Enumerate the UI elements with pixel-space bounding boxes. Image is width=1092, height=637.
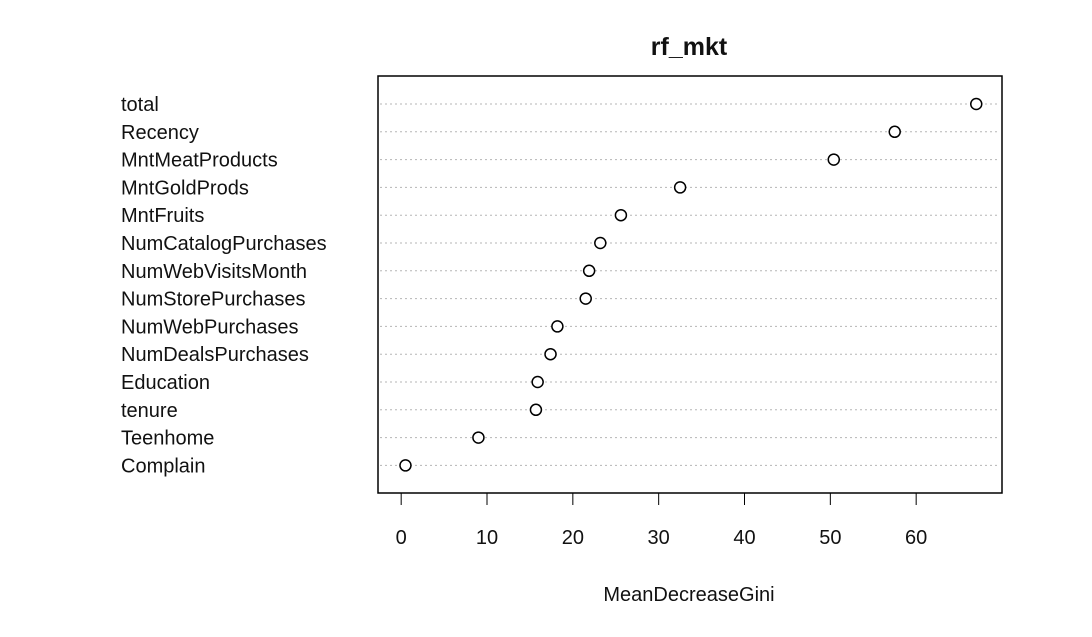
category-label-teenhome: Teenhome [121, 428, 214, 450]
point-recency [888, 125, 901, 139]
point-num-catalog-purchases [594, 236, 607, 250]
point-complain [399, 459, 412, 472]
category-label-education: Education [121, 372, 210, 394]
category-label-complain: Complain [121, 455, 205, 477]
category-labels: total Recency MntMeatProducts MntGoldProds M… [121, 94, 327, 477]
point-total [970, 97, 983, 111]
category-label-mnt-meat-products: MntMeatProducts [121, 150, 278, 172]
point-num-deals-purchases [544, 347, 557, 361]
gridlines [380, 103, 1000, 466]
point-mnt-meat-products [827, 153, 841, 166]
x-tick-label-30: 30 [648, 527, 670, 549]
category-label-num-web-visits-month: NumWebVisitsMonth [121, 261, 307, 283]
x-tick-label-50: 50 [819, 527, 841, 549]
point-num-web-visits-month [582, 264, 596, 278]
point-teenhome [472, 431, 485, 444]
category-label-total: total [121, 94, 159, 116]
x-tick-label-40: 40 [733, 527, 755, 549]
x-tick-label-20: 20 [562, 527, 584, 549]
point-num-store-purchases [579, 292, 592, 305]
x-axis: 0 10 20 30 40 50 60 [396, 492, 927, 549]
x-tick-label-0: 0 [396, 527, 407, 549]
point-education [531, 375, 544, 389]
point-mnt-gold-prods [673, 181, 687, 194]
category-label-mnt-fruits: MntFruits [121, 205, 204, 227]
category-label-mnt-gold-prods: MntGoldProds [121, 177, 249, 199]
plot-frame [377, 75, 1003, 494]
category-label-tenure: tenure [121, 400, 178, 422]
point-mnt-fruits [614, 208, 628, 222]
x-tick-label-60: 60 [905, 527, 927, 549]
point-tenure [529, 403, 543, 417]
x-tick-label-10: 10 [476, 527, 498, 549]
category-label-num-catalog-purchases: NumCatalogPurchases [121, 233, 327, 255]
x-axis-label: MeanDecreaseGini [603, 584, 774, 606]
data-points [399, 97, 983, 472]
category-label-num-store-purchases: NumStorePurchases [121, 289, 306, 311]
category-label-recency: Recency [121, 122, 199, 144]
point-num-web-purchases [551, 320, 564, 333]
category-label-num-web-purchases: NumWebPurchases [121, 316, 298, 338]
category-label-num-deals-purchases: NumDealsPurchases [121, 344, 309, 366]
chart-title: rf_mkt [651, 33, 728, 61]
